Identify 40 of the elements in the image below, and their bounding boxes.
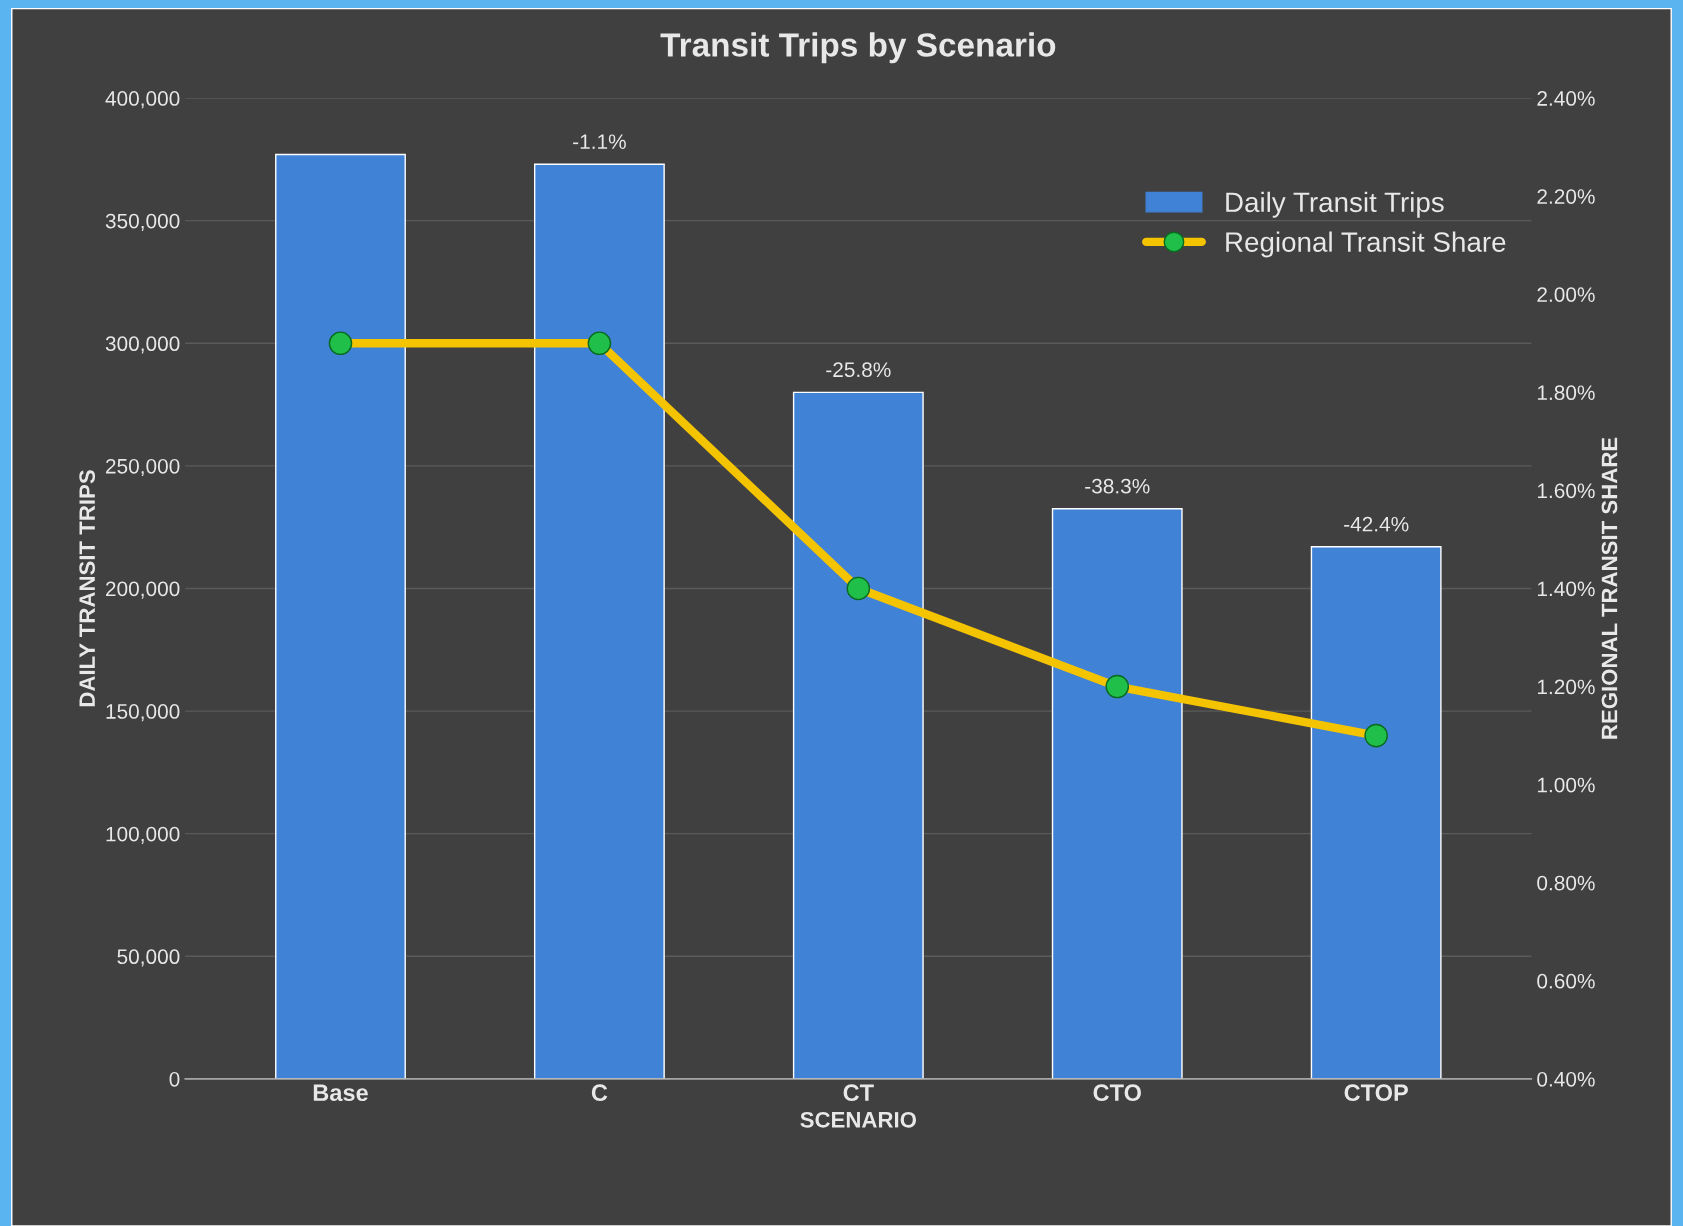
y-tick-label: 250,000 — [106, 458, 180, 477]
y2-tick-label: 2.40% — [1537, 91, 1595, 106]
x-tick-label: C — [591, 1084, 608, 1102]
annotation: -25.8% — [826, 362, 891, 378]
y-tick-label: 0 — [169, 1071, 180, 1087]
y2-tick-label: 1.20% — [1537, 679, 1595, 695]
y-tick-label: 300,000 — [105, 336, 180, 354]
x-tick-label: CT — [843, 1084, 874, 1102]
y2-axis-title: REGIONAL TRANSIT SHARE — [1601, 437, 1618, 739]
y-tick-label: 150,000 — [106, 704, 180, 722]
y2-tick-label: 1.80% — [1537, 385, 1595, 401]
y-tick-label: 400,000 — [105, 91, 180, 109]
y2-tick-label: 2.00% — [1537, 287, 1595, 302]
bar — [1051, 508, 1183, 1079]
y-tick-label: 50,000 — [117, 949, 180, 967]
y2-tick-label: 1.00% — [1537, 777, 1595, 793]
bar — [792, 391, 924, 1079]
legend-label: Regional Transit Share — [1226, 231, 1506, 258]
legend-label: Daily Transit Trips — [1226, 191, 1444, 218]
annotation: -1.1% — [573, 134, 626, 149]
y2-tick-label: 1.40% — [1537, 581, 1595, 597]
annotation: -42.4% — [1344, 516, 1409, 532]
y2-tick-label: 1.60% — [1537, 483, 1595, 499]
y-tick-label: 200,000 — [106, 581, 180, 599]
bar — [1310, 546, 1442, 1079]
x-tick-label: CTO — [1093, 1084, 1141, 1102]
x-tick-label: Base — [313, 1084, 368, 1102]
y-tick-label: 350,000 — [105, 213, 180, 231]
bar — [275, 153, 406, 1079]
bar — [533, 163, 665, 1079]
y-axis-title: DAILY TRANSIT TRIPS — [79, 470, 96, 707]
x-axis-title: SCENARIO — [800, 1111, 917, 1128]
y2-tick-label: 0.80% — [1537, 875, 1595, 891]
x-tick-label: CTOP — [1344, 1084, 1408, 1102]
y2-tick-label: 0.40% — [1537, 1071, 1595, 1087]
y2-tick-label: 0.60% — [1537, 973, 1595, 989]
chart-title: Transit Trips by Scenario — [660, 32, 1056, 64]
annotation: -38.3% — [1085, 478, 1150, 494]
y2-tick-label: 2.20% — [1537, 189, 1595, 204]
y-tick-label: 100,000 — [106, 826, 180, 844]
